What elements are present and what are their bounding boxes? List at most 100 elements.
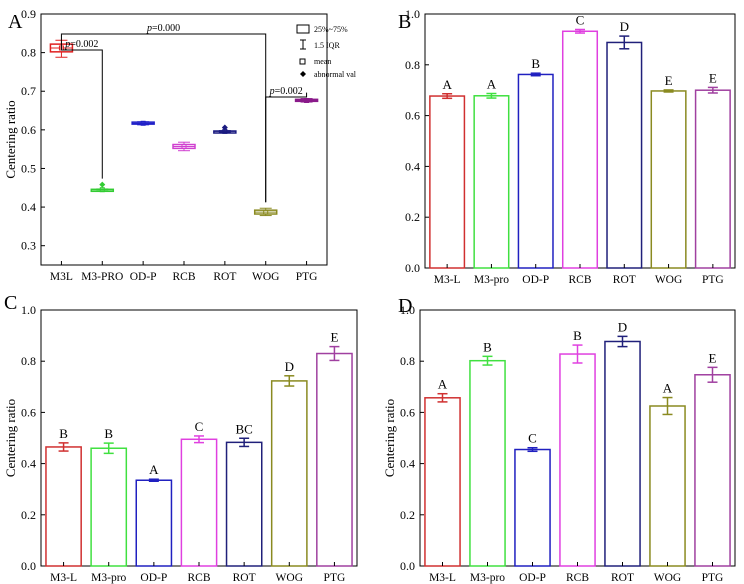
panel-b-bar-chart: B 0.0 0.2 0.4 0.6 0.8 1.0 A M3-L A M3-pro B OD-P C RCB… — [398, 7, 736, 286]
panel-d-ylabel: Centering ratio — [382, 399, 397, 477]
panel-c-xtick-label: OD-P — [140, 572, 167, 584]
panel-b-frame — [424, 13, 736, 269]
panel-a-ytick-label: 0.4 — [21, 200, 36, 214]
panel-a-panel-letter: A — [8, 11, 23, 33]
panel-a-legend-label: 25%~75% — [314, 25, 348, 34]
panel-d-bar — [424, 397, 461, 567]
panel-d-significance-letter: C — [528, 431, 537, 446]
panel-a-legend-outlier-swatch — [300, 71, 306, 77]
panel-d-significance-letter: E — [709, 350, 717, 365]
panel-a-significance-bracket — [60, 34, 103, 179]
panel-d-significance-letter: A — [663, 381, 673, 396]
panel-c-ytick-label: 1.0 — [21, 303, 36, 317]
panel-b-ytick-label: 0.8 — [405, 58, 420, 72]
panel-a-frame — [40, 13, 328, 266]
panel-a-mean-marker — [99, 187, 105, 193]
panel-a-legend-label: abnormal val — [314, 70, 357, 79]
panel-c-xtick-label: M3-pro — [91, 572, 126, 584]
panel-d-significance-letter: D — [618, 319, 627, 334]
panel-a-xtick-label: WOG — [252, 271, 279, 283]
panel-a-outlier — [99, 181, 106, 188]
panel-a-legend-label: mean — [314, 57, 331, 66]
panel-c-bar — [135, 479, 173, 567]
panel-b-xtick-label: M3-pro — [474, 274, 509, 286]
panel-d-bar — [604, 340, 641, 567]
panel-b-bar — [429, 95, 466, 269]
panel-a-box-chart: A 0.3 0.4 0.5 0.6 0.7 0.8 0.9 Centering ratio M3L… — [3, 7, 357, 283]
panel-c-significance-letter: BC — [235, 421, 252, 436]
panel-b-significance-letter: C — [576, 12, 585, 27]
panel-a-significance-bracket — [265, 92, 308, 203]
panel-a-mean-marker — [304, 97, 310, 103]
panel-b-bar — [606, 41, 643, 269]
panel-b-ytick-label: 0.0 — [405, 261, 420, 275]
panel-b-ytick-label: 1.0 — [405, 7, 420, 21]
panel-d-xtick-label: M3-L — [429, 572, 456, 584]
panel-c-bar — [225, 441, 263, 567]
panel-a-xtick-label: M3L — [50, 271, 73, 283]
panel-b-bar — [694, 89, 731, 269]
panel-b-bar — [650, 90, 687, 269]
panel-d-bar — [469, 359, 506, 567]
panel-a-outlier — [221, 124, 228, 131]
panel-b-xtick-label: ROT — [613, 274, 636, 286]
panel-a-xtick-label: M3-PRO — [81, 271, 123, 283]
panel-c-ytick-label: 0.8 — [21, 354, 36, 368]
panel-c-xtick-label: ROT — [233, 572, 256, 584]
panel-b-bar — [517, 73, 554, 269]
panel-a-legend-mean-swatch — [299, 58, 306, 65]
panel-a-legend-box-swatch — [296, 24, 310, 34]
panel-d-ytick-label: 0.0 — [400, 559, 415, 573]
panel-b-ytick-label: 0.6 — [405, 109, 420, 123]
panel-a-xtick-label: RCB — [172, 271, 195, 283]
panel-a-ytick-label: 0.8 — [21, 46, 36, 60]
panel-d-bar — [694, 374, 731, 567]
panel-b-xtick-label: PTG — [702, 274, 724, 286]
panel-a-mean-marker — [263, 209, 269, 215]
panel-d-xtick-label: ROT — [611, 572, 634, 584]
panel-a-ytick-label: 0.3 — [21, 239, 36, 253]
panel-c-bar — [180, 438, 218, 567]
panel-d-significance-letter: A — [438, 377, 448, 392]
panel-b-bar — [561, 30, 599, 269]
panel-a-ytick-label: 0.5 — [21, 161, 36, 175]
panel-c-ylabel: Centering ratio — [3, 399, 18, 477]
panel-c-ytick-label: 0.6 — [21, 405, 36, 419]
panel-b-significance-letter: E — [709, 70, 717, 85]
panel-c-significance-letter: B — [59, 426, 68, 441]
panel-c-significance-letter: A — [149, 462, 159, 477]
panel-c-bar — [45, 446, 82, 567]
panel-d-xtick-label: OD-P — [519, 572, 546, 584]
panel-b-significance-letter: A — [487, 77, 497, 92]
panel-d-ytick-label: 0.4 — [400, 457, 415, 471]
panel-c-xtick-label: M3-L — [50, 572, 77, 584]
panel-b-significance-letter: E — [665, 73, 673, 88]
panel-b-significance-letter: D — [620, 19, 629, 34]
panel-c-panel-letter: C — [4, 292, 17, 314]
panel-b-bar — [473, 95, 510, 269]
panel-c-bar — [270, 380, 308, 567]
panel-d-xtick-label: PTG — [702, 572, 724, 584]
panel-b-xtick-label: M3-L — [434, 274, 461, 286]
panel-b-ytick-label: 0.2 — [405, 210, 420, 224]
panel-b-significance-letter: B — [531, 56, 540, 71]
panel-c-ytick-label: 0.2 — [21, 508, 36, 522]
panel-d-bar-chart: D 0.0 0.2 0.4 0.6 0.8 1.0 Centering ratio A M3-L B… — [382, 295, 736, 584]
panel-d-xtick-label: M3-pro — [470, 572, 505, 584]
panel-a-p-value-label: p=0.002 — [269, 86, 303, 97]
panel-d-significance-letter: B — [573, 328, 582, 343]
panel-b-significance-letter: A — [442, 77, 452, 92]
panel-b-ytick-label: 0.4 — [405, 159, 420, 173]
panel-a-ytick-label: 0.7 — [21, 84, 36, 98]
panel-b-panel-letter: B — [398, 11, 411, 33]
panel-c-ytick-label: 0.4 — [21, 457, 36, 471]
panel-a-ylabel: Centering ratio — [3, 100, 18, 178]
panel-b-xtick-label: RCB — [568, 274, 591, 286]
panel-c-xtick-label: PTG — [324, 572, 346, 584]
panel-d-bar — [559, 353, 596, 567]
panel-d-xtick-label: WOG — [654, 572, 681, 584]
panel-c-ytick-label: 0.0 — [21, 559, 36, 573]
panel-d-significance-letter: B — [483, 339, 492, 354]
panel-a-legend-label: 1.5 IQR — [314, 41, 340, 50]
